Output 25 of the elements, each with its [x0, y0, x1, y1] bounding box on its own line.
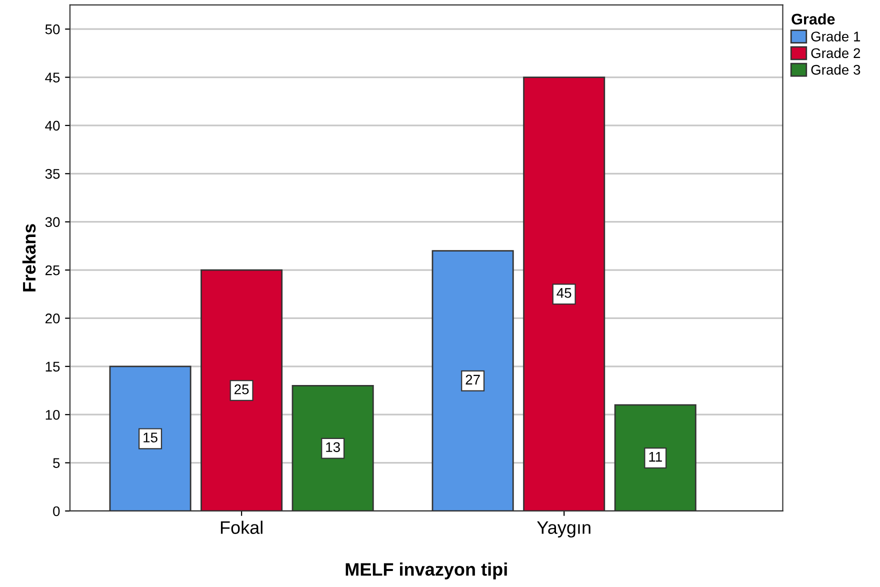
y-tick-label: 35	[45, 168, 60, 179]
y-tick-label: 45	[45, 72, 60, 82]
y-tick-label: 15	[46, 362, 60, 372]
y-tick-label: 10	[46, 410, 60, 420]
x-tick-label: Yaygın	[537, 521, 590, 538]
y-axis-title: Frekans	[22, 224, 36, 292]
legend-label: Grade 1	[811, 31, 860, 42]
legend-label: Grade 3	[811, 64, 860, 75]
y-tick-label: 0	[53, 506, 60, 516]
legend-label: Grade 2	[811, 48, 860, 58]
x-tick-label: Fokal	[220, 520, 262, 534]
data-label: 15	[144, 432, 158, 442]
data-label: 11	[649, 452, 662, 462]
y-tick-label: 25	[45, 265, 60, 276]
y-tick-label: 5	[53, 458, 60, 468]
y-tick-label: 50	[45, 24, 60, 34]
legend-title: Grade	[792, 13, 835, 25]
y-tick-label: 30	[45, 217, 60, 228]
x-axis-title: MELF invazyon tipi	[346, 562, 507, 580]
y-tick-label: 20	[45, 314, 60, 324]
data-label: 45	[556, 288, 572, 298]
data-label: 25	[234, 384, 249, 394]
data-label: 13	[326, 442, 340, 452]
data-label: 27	[466, 374, 480, 384]
y-tick-label: 40	[45, 120, 60, 131]
